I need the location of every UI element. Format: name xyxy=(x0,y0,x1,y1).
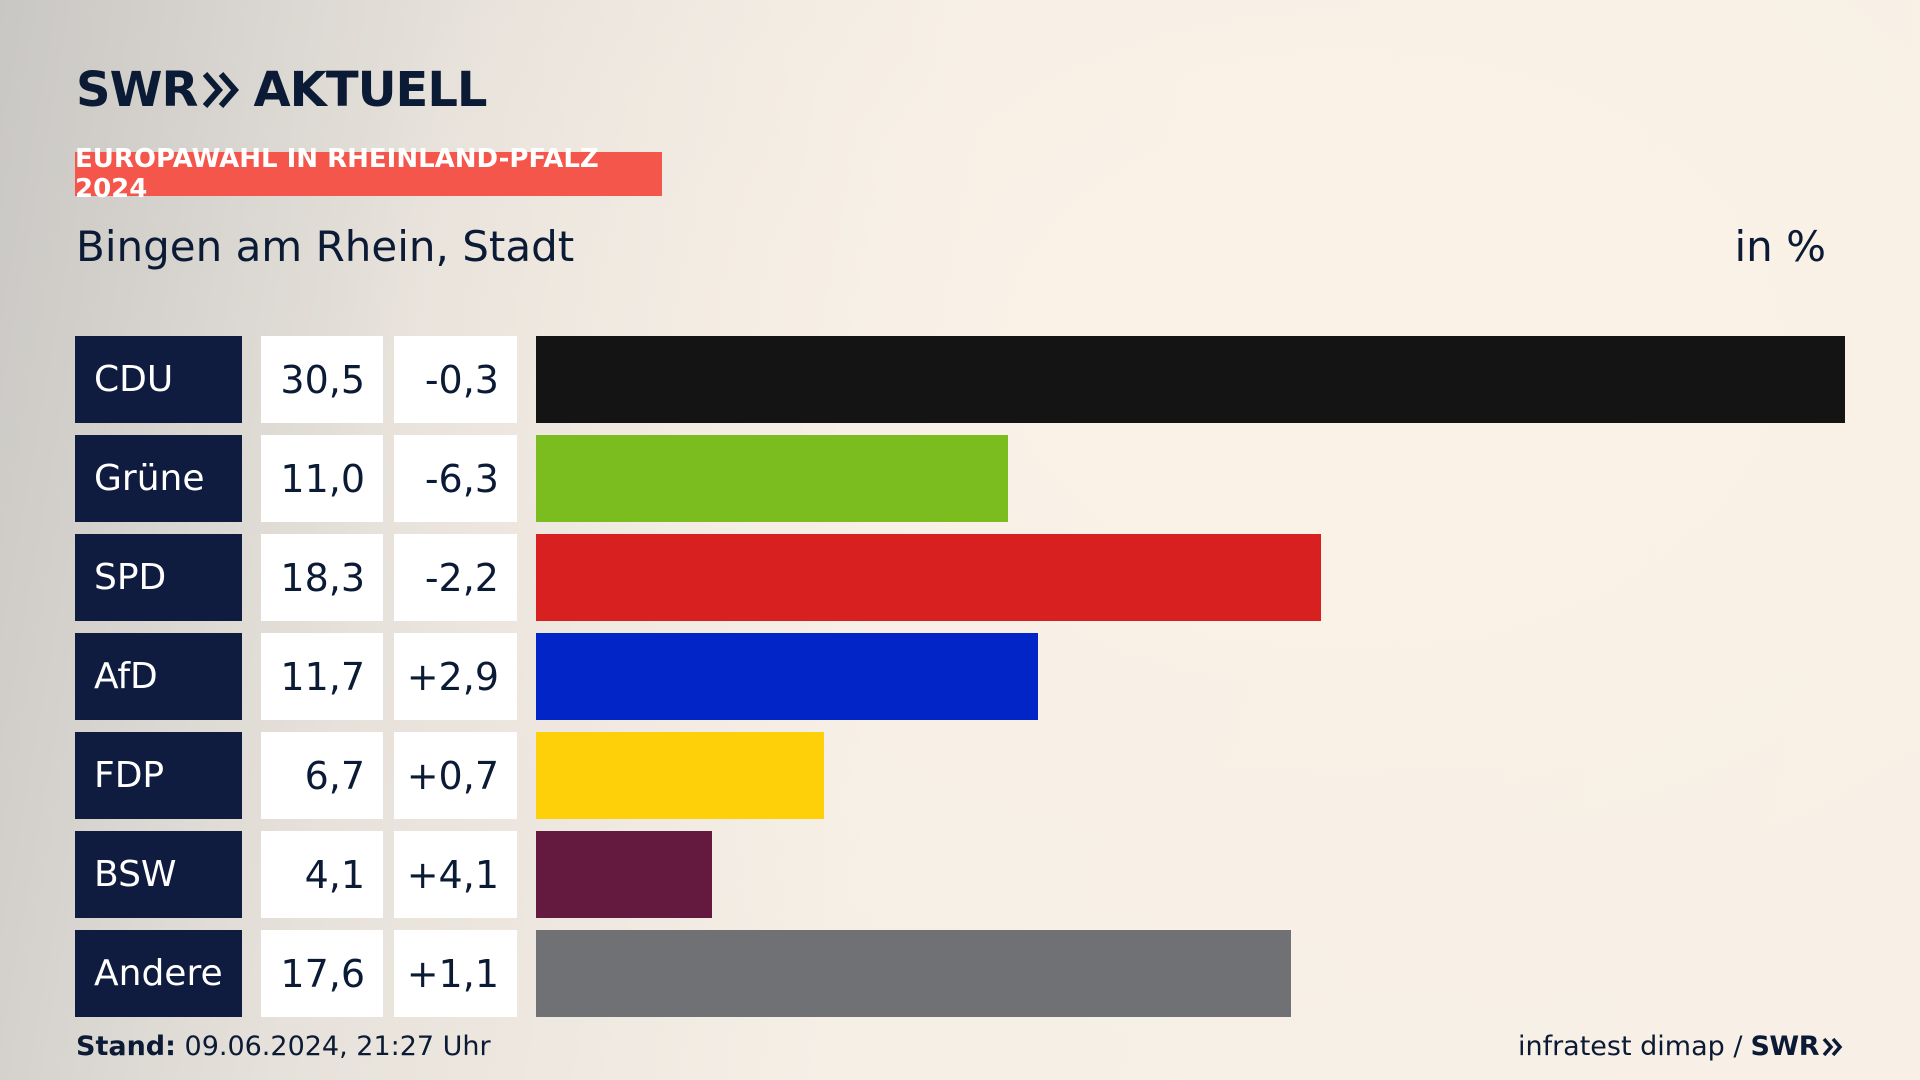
result-row: CDU 30,5 -0,3 xyxy=(0,336,1920,423)
result-bar xyxy=(536,633,1038,720)
party-label: Grüne xyxy=(75,435,242,522)
swr-small-logo: SWR xyxy=(1750,1031,1844,1062)
double-chevron-icon xyxy=(203,72,241,108)
party-label: SPD xyxy=(75,534,242,621)
election-tag: EUROPAWAHL IN RHEINLAND-PFALZ 2024 xyxy=(75,144,662,204)
party-label: AfD xyxy=(75,633,242,720)
result-bar xyxy=(536,435,1008,522)
logo-aktuell-text: AKTUELL xyxy=(253,62,487,118)
vote-share-value: 30,5 xyxy=(261,336,383,423)
vote-share-value: 18,3 xyxy=(261,534,383,621)
small-chevron-icon xyxy=(1822,1037,1843,1056)
vote-share-value: 11,7 xyxy=(261,633,383,720)
vote-share-change: +4,1 xyxy=(394,831,517,918)
source-credit: infratest dimap / SWR xyxy=(1518,1031,1844,1062)
party-label: BSW xyxy=(75,831,242,918)
result-bar xyxy=(536,831,712,918)
unit-label: in % xyxy=(1734,222,1826,271)
vote-share-change: -2,2 xyxy=(394,534,517,621)
region-title: Bingen am Rhein, Stadt xyxy=(76,222,575,271)
vote-share-change: -6,3 xyxy=(394,435,517,522)
party-label: CDU xyxy=(75,336,242,423)
vote-share-value: 6,7 xyxy=(261,732,383,819)
result-row: Andere 17,6 +1,1 xyxy=(0,930,1920,1017)
timestamp: Stand: 09.06.2024, 21:27 Uhr xyxy=(76,1031,491,1062)
swr-small-logo-text: SWR xyxy=(1750,1031,1819,1062)
result-bar xyxy=(536,930,1291,1017)
vote-share-change: -0,3 xyxy=(394,336,517,423)
result-row: Grüne 11,0 -6,3 xyxy=(0,435,1920,522)
result-bar xyxy=(536,336,1845,423)
result-bar xyxy=(536,534,1321,621)
result-row: AfD 11,7 +2,9 xyxy=(0,633,1920,720)
stand-label: Stand: xyxy=(76,1031,176,1062)
vote-share-change: +2,9 xyxy=(394,633,517,720)
vote-share-value: 4,1 xyxy=(261,831,383,918)
stand-value: 09.06.2024, 21:27 Uhr xyxy=(184,1031,491,1062)
vote-share-value: 11,0 xyxy=(261,435,383,522)
logo-swr-text: SWR xyxy=(76,62,198,118)
vote-share-change: +0,7 xyxy=(394,732,517,819)
vote-share-value: 17,6 xyxy=(261,930,383,1017)
vote-share-change: +1,1 xyxy=(394,930,517,1017)
party-label: Andere xyxy=(75,930,242,1017)
swr-aktuell-logo: SWR AKTUELL xyxy=(76,62,488,118)
party-label: FDP xyxy=(75,732,242,819)
result-bar xyxy=(536,732,824,819)
result-row: BSW 4,1 +4,1 xyxy=(0,831,1920,918)
source-text: infratest dimap / xyxy=(1517,1031,1743,1062)
result-row: SPD 18,3 -2,2 xyxy=(0,534,1920,621)
result-row: FDP 6,7 +0,7 xyxy=(0,732,1920,819)
